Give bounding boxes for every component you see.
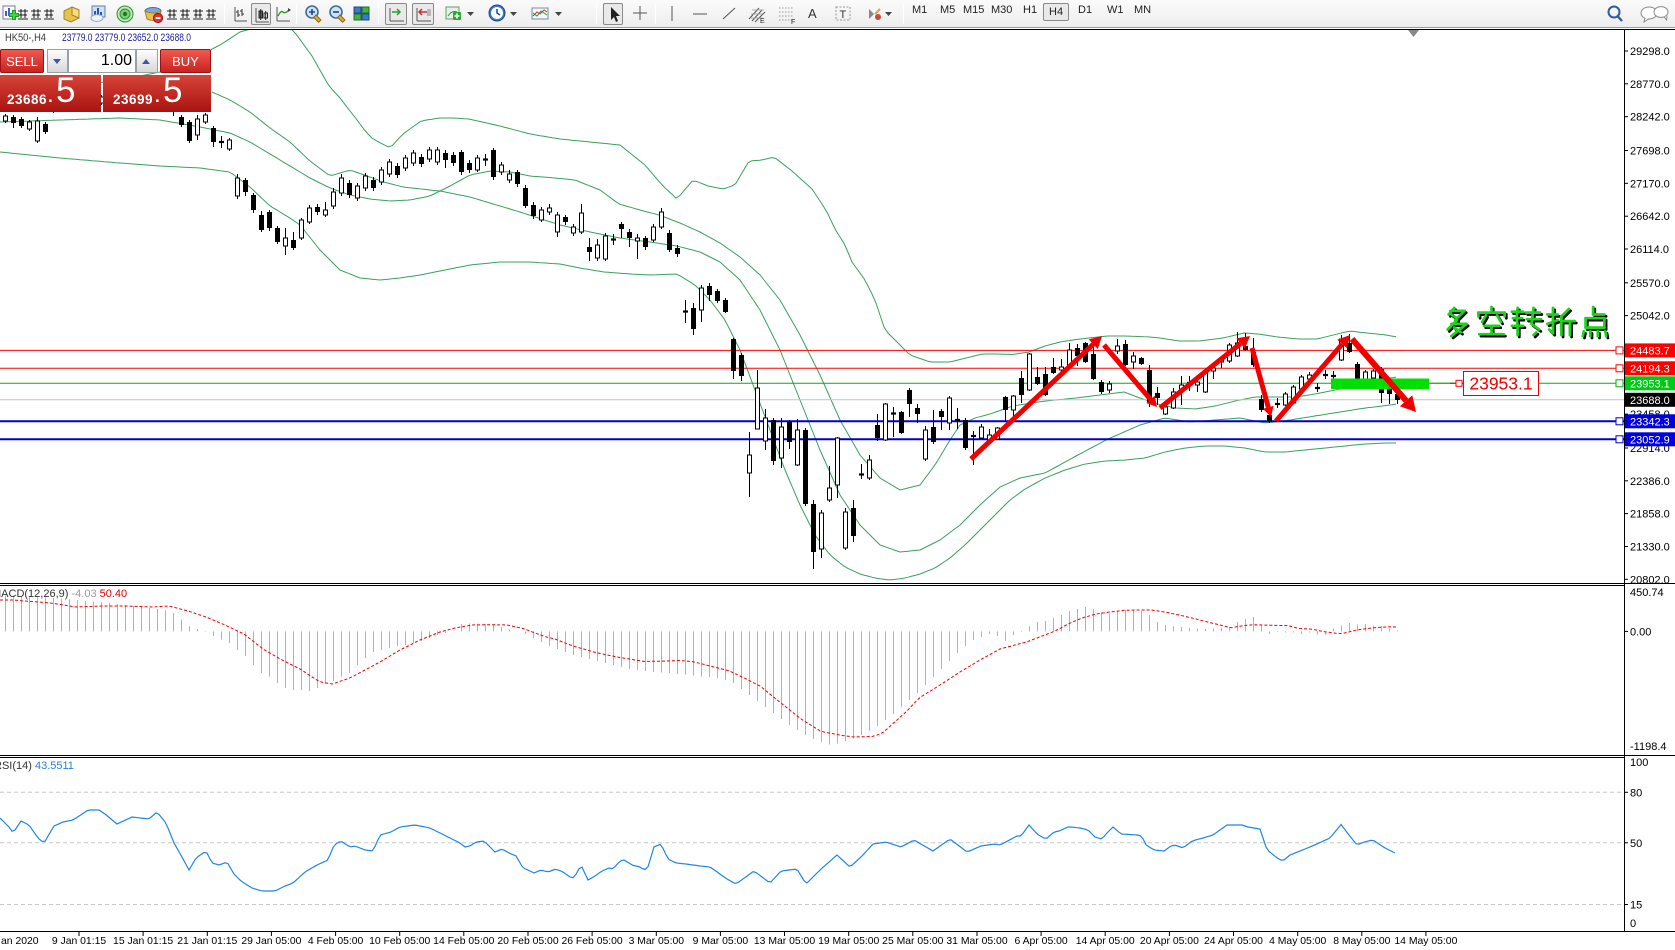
svg-text:14 Apr 05:00: 14 Apr 05:00	[1076, 936, 1135, 947]
svg-text:RSI(14) 43.5511: RSI(14) 43.5511	[0, 760, 74, 772]
svg-text:27698.0: 27698.0	[1630, 146, 1670, 158]
svg-text:8 May 05:00: 8 May 05:00	[1333, 936, 1390, 947]
svg-text:20802.0: 20802.0	[1630, 574, 1670, 586]
svg-text:4 May 05:00: 4 May 05:00	[1269, 936, 1326, 947]
svg-text:an 2020: an 2020	[1, 936, 39, 947]
svg-text:14 Feb 05:00: 14 Feb 05:00	[433, 936, 494, 947]
svg-text:21858.0: 21858.0	[1630, 509, 1670, 521]
svg-text:0.00: 0.00	[1630, 626, 1651, 638]
svg-text:21 Jan 01:15: 21 Jan 01:15	[177, 936, 237, 947]
svg-text:27170.0: 27170.0	[1630, 178, 1670, 190]
svg-text:26642.0: 26642.0	[1630, 211, 1670, 223]
svg-text:T: T	[840, 9, 847, 21]
svg-text:25570.0: 25570.0	[1630, 278, 1670, 290]
svg-text:10 Feb 05:00: 10 Feb 05:00	[369, 936, 430, 947]
svg-text:28770.0: 28770.0	[1630, 79, 1670, 91]
svg-text:15: 15	[1630, 900, 1642, 912]
svg-text:24483.7: 24483.7	[1630, 345, 1670, 357]
svg-text:MACD(12,26,9) -4.03 50.40: MACD(12,26,9) -4.03 50.40	[0, 588, 127, 600]
svg-text:80: 80	[1630, 787, 1642, 799]
svg-text:23953.1: 23953.1	[1630, 378, 1670, 390]
svg-text:50: 50	[1630, 838, 1642, 850]
svg-text:E: E	[760, 18, 765, 25]
svg-text:-1198.4: -1198.4	[1630, 741, 1667, 753]
svg-text:0: 0	[1630, 918, 1636, 930]
svg-text:20 Feb 05:00: 20 Feb 05:00	[497, 936, 558, 947]
svg-text:23779.0 23779.0 23652.0 23688.: 23779.0 23779.0 23652.0 23688.0	[62, 32, 191, 44]
svg-text:HK50-,H4: HK50-,H4	[5, 32, 46, 44]
svg-text:9 Mar 05:00: 9 Mar 05:00	[693, 936, 749, 947]
svg-text:3 Mar 05:00: 3 Mar 05:00	[629, 936, 685, 947]
svg-text:450.74: 450.74	[1630, 587, 1664, 599]
svg-text:26 Feb 05:00: 26 Feb 05:00	[561, 936, 622, 947]
svg-text:21330.0: 21330.0	[1630, 542, 1670, 554]
svg-text:22386.0: 22386.0	[1630, 476, 1670, 488]
svg-text:29 Jan 05:00: 29 Jan 05:00	[241, 936, 301, 947]
svg-text:25 Mar 05:00: 25 Mar 05:00	[882, 936, 943, 947]
svg-text:23953.1: 23953.1	[1469, 374, 1532, 394]
svg-text:25042.0: 25042.0	[1630, 311, 1670, 323]
svg-text:23342.3: 23342.3	[1630, 416, 1670, 428]
svg-text:31 Mar 05:00: 31 Mar 05:00	[946, 936, 1007, 947]
svg-text:4 Feb 05:00: 4 Feb 05:00	[308, 936, 364, 947]
svg-text:24 Apr 05:00: 24 Apr 05:00	[1204, 936, 1263, 947]
svg-text:28242.0: 28242.0	[1630, 112, 1670, 124]
svg-text:13 Mar 05:00: 13 Mar 05:00	[754, 936, 815, 947]
svg-text:9 Jan 01:15: 9 Jan 01:15	[52, 936, 107, 947]
svg-text:20 Apr 05:00: 20 Apr 05:00	[1140, 936, 1199, 947]
svg-text:23052.9: 23052.9	[1630, 434, 1670, 446]
svg-text:24194.3: 24194.3	[1630, 363, 1670, 375]
svg-text:F: F	[791, 19, 795, 25]
svg-text:6 Apr 05:00: 6 Apr 05:00	[1015, 936, 1068, 947]
svg-text:15 Jan 01:15: 15 Jan 01:15	[113, 936, 173, 947]
svg-text:100: 100	[1630, 757, 1648, 769]
svg-text:14 May 05:00: 14 May 05:00	[1394, 936, 1457, 947]
svg-text:26114.0: 26114.0	[1630, 244, 1669, 256]
svg-text:23688.0: 23688.0	[1630, 395, 1670, 407]
svg-text:19 Mar 05:00: 19 Mar 05:00	[818, 936, 879, 947]
svg-text:29298.0: 29298.0	[1630, 46, 1670, 58]
